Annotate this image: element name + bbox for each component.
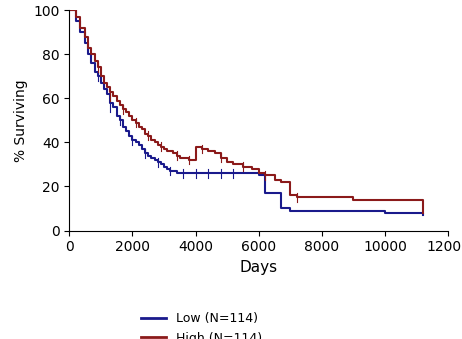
- Y-axis label: % Surviving: % Surviving: [14, 79, 28, 162]
- High (N=114): [382, 198, 388, 202]
- Line: Low (N=114): Low (N=114): [69, 10, 423, 215]
- Low (N=114): [101, 87, 107, 92]
- Low (N=114): [420, 213, 426, 217]
- Low (N=114): [123, 129, 129, 134]
- Low (N=114): [130, 138, 135, 142]
- Low (N=114): [193, 171, 198, 175]
- High (N=114): [420, 211, 426, 215]
- High (N=114): [114, 98, 119, 102]
- X-axis label: Days: Days: [240, 260, 278, 275]
- Low (N=114): [67, 8, 72, 12]
- Low (N=114): [117, 118, 122, 122]
- High (N=114): [272, 178, 277, 182]
- Low (N=114): [133, 140, 139, 144]
- Legend: Low (N=114), High (N=114): Low (N=114), High (N=114): [136, 307, 267, 339]
- High (N=114): [67, 8, 72, 12]
- High (N=114): [111, 94, 116, 98]
- High (N=114): [225, 160, 230, 164]
- Line: High (N=114): High (N=114): [69, 10, 423, 213]
- High (N=114): [199, 147, 205, 151]
